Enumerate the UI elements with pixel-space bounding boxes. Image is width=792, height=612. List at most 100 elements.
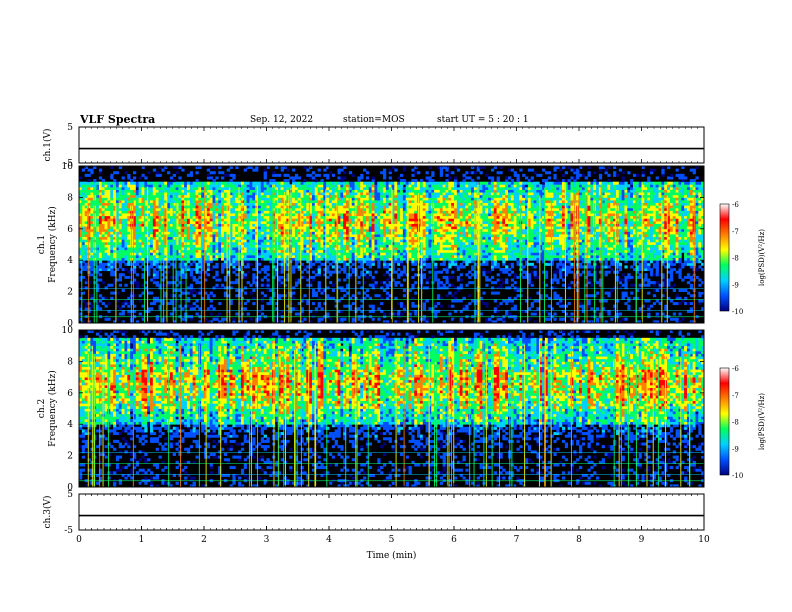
ch1-cell bbox=[212, 215, 216, 219]
ch1-cell bbox=[408, 197, 412, 201]
ch1-cell bbox=[331, 241, 336, 245]
ch1-cell bbox=[277, 200, 282, 204]
ch1-cell bbox=[138, 252, 142, 256]
ch1-cell bbox=[238, 320, 242, 324]
ch1-cell bbox=[212, 213, 216, 217]
ch1-cell bbox=[343, 239, 347, 243]
ch1-cell bbox=[172, 231, 176, 235]
ch1-cell bbox=[172, 210, 176, 214]
ch1-cell bbox=[201, 265, 205, 269]
ch1-cell bbox=[110, 173, 114, 177]
ch1-cell bbox=[280, 257, 284, 261]
ch1-cell bbox=[189, 252, 194, 256]
ch1-cell bbox=[311, 275, 316, 279]
ch1-cell bbox=[124, 234, 128, 238]
ch1-cell bbox=[334, 223, 338, 227]
ch1-cell bbox=[292, 181, 296, 185]
ch1-cell bbox=[186, 244, 191, 248]
ch1-cell bbox=[365, 202, 370, 206]
ch1-cell bbox=[280, 220, 284, 224]
ch1-cell bbox=[311, 247, 316, 251]
ch1-cell bbox=[243, 320, 248, 324]
ch1-cell bbox=[161, 268, 165, 272]
ch1-cell bbox=[221, 202, 225, 206]
ch1-cell bbox=[127, 213, 131, 217]
ch1-cell bbox=[215, 184, 219, 188]
ch1-cell bbox=[90, 273, 94, 277]
ch1-cell bbox=[260, 291, 265, 295]
ch1-cell bbox=[101, 257, 105, 261]
ch1-cell bbox=[400, 249, 404, 253]
ch1-cell bbox=[294, 228, 299, 232]
ch1-cell bbox=[186, 197, 191, 201]
ch1-cell bbox=[385, 231, 390, 235]
ch1-cell bbox=[388, 194, 392, 198]
ch1-cell bbox=[158, 283, 162, 287]
ch1-cell bbox=[147, 265, 151, 269]
ch1-cell bbox=[192, 241, 196, 245]
ch1-cell bbox=[388, 171, 392, 175]
ch1-cell bbox=[391, 307, 395, 311]
ch1-cell bbox=[257, 184, 262, 188]
ch1-cell bbox=[394, 202, 398, 206]
ch1-cell bbox=[292, 265, 296, 269]
ch1-cell bbox=[155, 207, 159, 211]
ch1-cell bbox=[238, 218, 242, 222]
ch1-cell bbox=[141, 207, 145, 211]
ch1-cell bbox=[402, 194, 407, 198]
ch1-cell bbox=[232, 254, 236, 258]
ch1-cell bbox=[201, 202, 205, 206]
ch1-cell bbox=[257, 239, 262, 243]
ch1-cell bbox=[141, 173, 145, 177]
ch1-cell bbox=[204, 223, 208, 227]
ch1-cell bbox=[152, 281, 157, 285]
ch1-cell bbox=[118, 283, 123, 287]
ch1-cell bbox=[229, 179, 233, 183]
ch1-cell bbox=[167, 252, 171, 256]
ch1-cell bbox=[141, 181, 145, 185]
ch1-cell bbox=[147, 194, 151, 198]
ch1-cell bbox=[289, 176, 293, 180]
ch1-cell bbox=[343, 194, 347, 198]
ch1-cell bbox=[391, 278, 395, 282]
ch1-cell bbox=[300, 320, 304, 324]
ch1-cell bbox=[414, 254, 418, 258]
ch1-cell bbox=[189, 307, 194, 311]
ch1-cell bbox=[277, 226, 282, 230]
ch1-cell bbox=[101, 197, 105, 201]
ch1-cell bbox=[135, 215, 140, 219]
ch1-cell bbox=[169, 215, 174, 219]
ch1-cell bbox=[275, 184, 279, 188]
ch1-cell bbox=[283, 202, 287, 206]
ch1-cell bbox=[323, 288, 327, 292]
ch1-cell bbox=[96, 184, 100, 188]
ch1-cell bbox=[377, 197, 381, 201]
ch1-cell bbox=[275, 228, 279, 232]
ch1-cell bbox=[260, 234, 265, 238]
ch1-cell bbox=[115, 249, 120, 253]
ch1-cell bbox=[294, 239, 299, 243]
ch1-cell bbox=[300, 200, 304, 204]
ch1-cell bbox=[127, 234, 131, 238]
ch1-cell bbox=[104, 236, 108, 240]
ch1-cell bbox=[135, 254, 140, 258]
ch1-cell bbox=[329, 236, 333, 240]
ch1-cell bbox=[311, 189, 316, 193]
ch1-cell bbox=[164, 223, 168, 227]
ch1-cell bbox=[314, 307, 319, 311]
ch1-cell bbox=[255, 220, 259, 224]
ch1-cell bbox=[178, 231, 182, 235]
ch1-cell bbox=[382, 189, 387, 193]
ch1-cell bbox=[343, 171, 347, 175]
ch1-cell bbox=[121, 176, 125, 180]
ch1-cell bbox=[209, 268, 213, 272]
ch1-cell bbox=[360, 270, 364, 274]
ch1-cell bbox=[351, 207, 355, 211]
ch1-cell bbox=[368, 273, 373, 277]
ch1-cell bbox=[360, 181, 364, 185]
ch1-cell bbox=[400, 241, 404, 245]
ch1-cell bbox=[275, 239, 279, 243]
ch1-cell bbox=[257, 181, 262, 185]
ch1-cell bbox=[277, 213, 282, 217]
ch1-cell bbox=[124, 200, 128, 204]
